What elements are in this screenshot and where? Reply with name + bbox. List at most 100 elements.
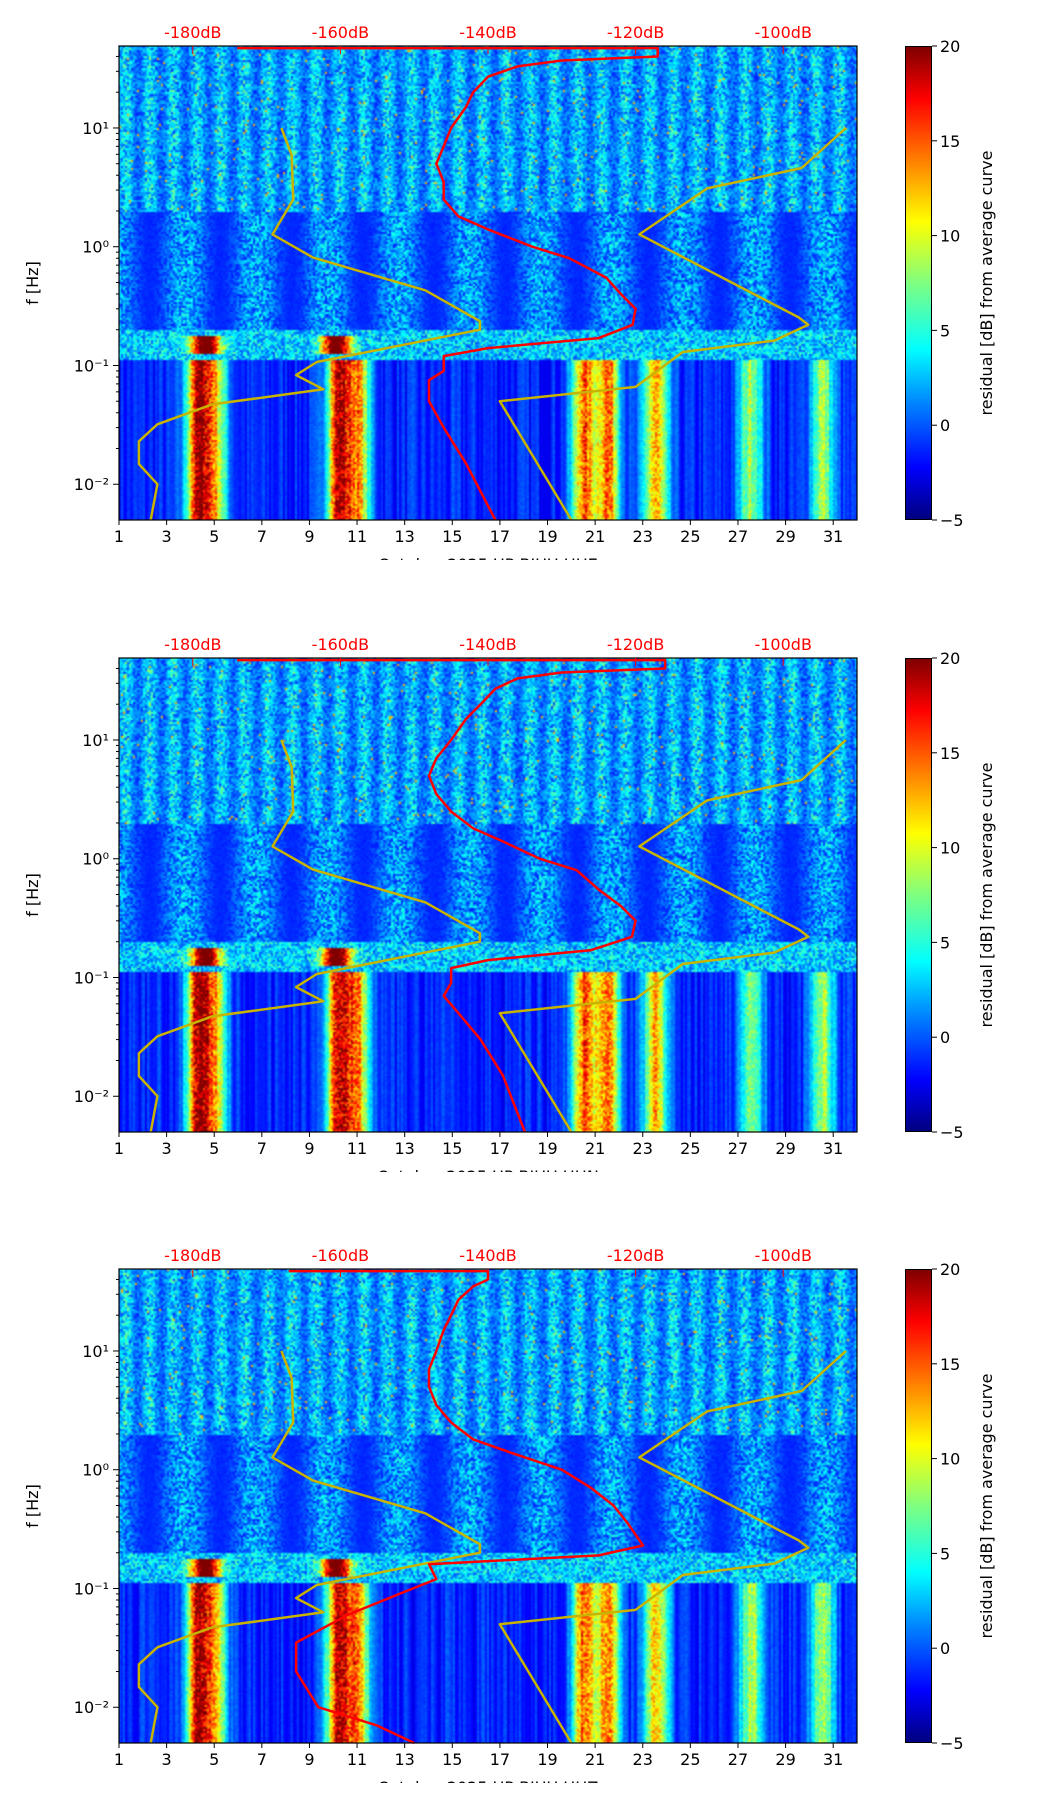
nlnm-curve: [137, 127, 482, 521]
colorbar-tick-label: 10: [940, 227, 960, 246]
x-tick-label: 23: [633, 527, 653, 546]
nhnm-curve: [498, 739, 847, 1133]
x-tick-label: 9: [304, 1750, 314, 1769]
x-tick-label: 17: [490, 1139, 510, 1158]
y-tick-label: 10¹: [82, 731, 109, 750]
x-tick-label: 29: [775, 527, 795, 546]
plot-frame: [118, 657, 858, 1133]
colorbar-label: residual [dB] from average curve: [977, 1374, 996, 1639]
y-tick-label: 10⁻¹: [74, 968, 109, 987]
nlnm-curve: [137, 739, 482, 1133]
y-axis-label: f [Hz]: [23, 1484, 42, 1528]
y-tick-label: 10⁰: [82, 238, 109, 257]
x-tick-label: 13: [394, 1139, 414, 1158]
x-tick-label: 31: [823, 1750, 843, 1769]
top-db-tick-label: -140dB: [459, 23, 516, 42]
y-tick-label: 10⁻²: [74, 1698, 109, 1717]
colorbar-tick-label: 5: [940, 933, 950, 952]
top-db-tick-label: -180dB: [164, 635, 221, 654]
x-tick-label: 23: [633, 1750, 653, 1769]
spectrogram-panel-hhe: 1 3 5 7 9 11 13 15 17 19 21 23 25 27 29 31 10⁻² 10⁻¹ 10⁰ 10…: [0, 0, 1052, 560]
x-tick-label: 7: [257, 527, 267, 546]
plot-frame: [118, 45, 858, 521]
x-tick-label: 29: [775, 1139, 795, 1158]
x-tick-label: 11: [347, 1139, 367, 1158]
y-tick-label: 10⁰: [82, 850, 109, 869]
x-tick-label: 27: [728, 1139, 748, 1158]
top-db-tick-label: -100dB: [754, 635, 811, 654]
colorbar-tick-label: −5: [940, 511, 964, 530]
top-db-tick-label: -120dB: [607, 1246, 664, 1265]
colorbar-tick-label: 20: [940, 1260, 960, 1279]
nhnm-curve: [498, 1350, 847, 1744]
x-tick-label: 15: [442, 527, 462, 546]
colorbar-tick-label: 20: [940, 37, 960, 56]
top-db-tick-label: -120dB: [607, 23, 664, 42]
top-db-tick-label: -160dB: [312, 23, 369, 42]
x-tick-label: 9: [304, 1139, 314, 1158]
top-db-tick-label: -100dB: [754, 1246, 811, 1265]
x-tick-label: 1: [114, 527, 124, 546]
colorbar-tick-label: −5: [940, 1734, 964, 1753]
plot-frame: [118, 1268, 858, 1744]
average-psd-curve: [237, 46, 659, 521]
top-db-tick-label: -100dB: [754, 23, 811, 42]
x-tick-label: 3: [162, 1750, 172, 1769]
x-tick-label: 19: [537, 1750, 557, 1769]
x-tick-label: 29: [775, 1750, 795, 1769]
x-axis-label: October 2025 UP BJUU HHZ: [378, 1778, 599, 1783]
x-tick-label: 25: [680, 527, 700, 546]
colorbar-tick-label: 5: [940, 1544, 950, 1563]
x-axis-label: October 2025 UP BJUU HHE: [378, 555, 598, 560]
x-tick-label: 19: [537, 527, 557, 546]
x-tick-label: 23: [633, 1139, 653, 1158]
x-tick-label: 5: [209, 527, 219, 546]
x-tick-label: 3: [162, 1139, 172, 1158]
x-tick-label: 21: [585, 527, 605, 546]
x-axis-label: October 2025 UP BJUU HHN: [377, 1167, 599, 1172]
colorbar-tick-label: 15: [940, 1355, 960, 1374]
nlnm-curve: [137, 1350, 482, 1744]
colorbar-tick-label: 0: [940, 1028, 950, 1047]
colorbar-tick-label: −5: [940, 1123, 964, 1142]
spectrogram-panel-hhn: 1 3 5 7 9 11 13 15 17 19 21 23 25 27 29 31 10⁻² 10⁻¹ 10⁰ 10…: [0, 612, 1052, 1172]
colorbar-tick-label: 0: [940, 1639, 950, 1658]
x-tick-label: 15: [442, 1750, 462, 1769]
x-tick-label: 7: [257, 1139, 267, 1158]
colorbar-tick-label: 15: [940, 132, 960, 151]
top-db-tick-label: -160dB: [312, 1246, 369, 1265]
colorbar-tick-label: 20: [940, 649, 960, 668]
x-tick-label: 13: [394, 1750, 414, 1769]
y-tick-label: 10⁻¹: [74, 1579, 109, 1598]
x-tick-label: 31: [823, 527, 843, 546]
top-db-tick-label: -140dB: [459, 1246, 516, 1265]
colorbar: [905, 1269, 932, 1743]
average-psd-curve: [237, 658, 667, 1133]
spectrogram-panel-hhz: 1 3 5 7 9 11 13 15 17 19 21 23 25 27 29 31 10⁻² 10⁻¹ 10⁰ 10…: [0, 1223, 1052, 1783]
x-tick-label: 11: [347, 1750, 367, 1769]
y-tick-label: 10⁻¹: [74, 356, 109, 375]
top-db-tick-label: -180dB: [164, 23, 221, 42]
colorbar-tick-label: 10: [940, 839, 960, 858]
colorbar: [905, 658, 932, 1132]
y-tick-label: 10⁻²: [74, 475, 109, 494]
x-tick-label: 9: [304, 527, 314, 546]
colorbar-tick-label: 15: [940, 744, 960, 763]
y-tick-label: 10⁰: [82, 1461, 109, 1480]
colorbar-tick-label: 0: [940, 416, 950, 435]
y-tick-label: 10⁻²: [74, 1087, 109, 1106]
average-psd-curve: [288, 1269, 645, 1745]
nhnm-curve: [498, 127, 847, 521]
x-tick-label: 17: [490, 527, 510, 546]
x-tick-label: 13: [394, 527, 414, 546]
top-db-tick-label: -180dB: [164, 1246, 221, 1265]
x-tick-label: 11: [347, 527, 367, 546]
x-tick-label: 1: [114, 1750, 124, 1769]
top-db-tick-label: -120dB: [607, 635, 664, 654]
colorbar-label: residual [dB] from average curve: [977, 151, 996, 416]
x-tick-label: 31: [823, 1139, 843, 1158]
colorbar-tick-label: 5: [940, 321, 950, 340]
x-tick-label: 25: [680, 1750, 700, 1769]
colorbar: [905, 46, 932, 520]
x-tick-label: 21: [585, 1139, 605, 1158]
